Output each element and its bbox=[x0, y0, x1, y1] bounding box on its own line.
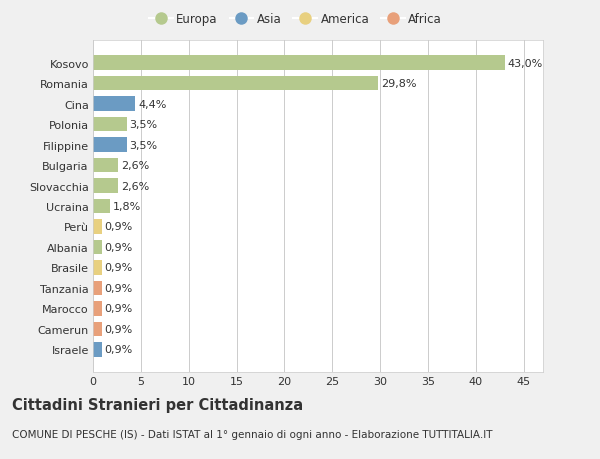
Bar bbox=[93, 302, 101, 316]
Bar bbox=[93, 220, 101, 234]
Bar bbox=[93, 138, 127, 152]
Bar bbox=[93, 56, 505, 71]
Text: 43,0%: 43,0% bbox=[508, 58, 543, 68]
Bar bbox=[93, 77, 379, 91]
Text: 3,5%: 3,5% bbox=[130, 120, 158, 130]
Bar bbox=[93, 261, 101, 275]
Bar bbox=[93, 240, 101, 255]
Bar bbox=[93, 342, 101, 357]
Text: 0,9%: 0,9% bbox=[104, 222, 133, 232]
Bar bbox=[93, 199, 110, 214]
Bar bbox=[93, 97, 135, 112]
Text: 2,6%: 2,6% bbox=[121, 181, 149, 191]
Text: 2,6%: 2,6% bbox=[121, 161, 149, 171]
Text: 0,9%: 0,9% bbox=[104, 324, 133, 334]
Bar bbox=[93, 179, 118, 193]
Bar bbox=[93, 118, 127, 132]
Legend: Europa, Asia, America, Africa: Europa, Asia, America, Africa bbox=[147, 11, 444, 28]
Text: 0,9%: 0,9% bbox=[104, 304, 133, 314]
Text: 0,9%: 0,9% bbox=[104, 263, 133, 273]
Text: 3,5%: 3,5% bbox=[130, 140, 158, 150]
Text: 4,4%: 4,4% bbox=[138, 99, 166, 109]
Text: 0,9%: 0,9% bbox=[104, 345, 133, 355]
Text: 0,9%: 0,9% bbox=[104, 283, 133, 293]
Bar bbox=[93, 281, 101, 296]
Bar bbox=[93, 158, 118, 173]
Text: 0,9%: 0,9% bbox=[104, 242, 133, 252]
Text: Cittadini Stranieri per Cittadinanza: Cittadini Stranieri per Cittadinanza bbox=[12, 397, 303, 412]
Bar bbox=[93, 322, 101, 336]
Text: 29,8%: 29,8% bbox=[381, 79, 416, 89]
Text: COMUNE DI PESCHE (IS) - Dati ISTAT al 1° gennaio di ogni anno - Elaborazione TUT: COMUNE DI PESCHE (IS) - Dati ISTAT al 1°… bbox=[12, 429, 493, 439]
Text: 1,8%: 1,8% bbox=[113, 202, 142, 212]
